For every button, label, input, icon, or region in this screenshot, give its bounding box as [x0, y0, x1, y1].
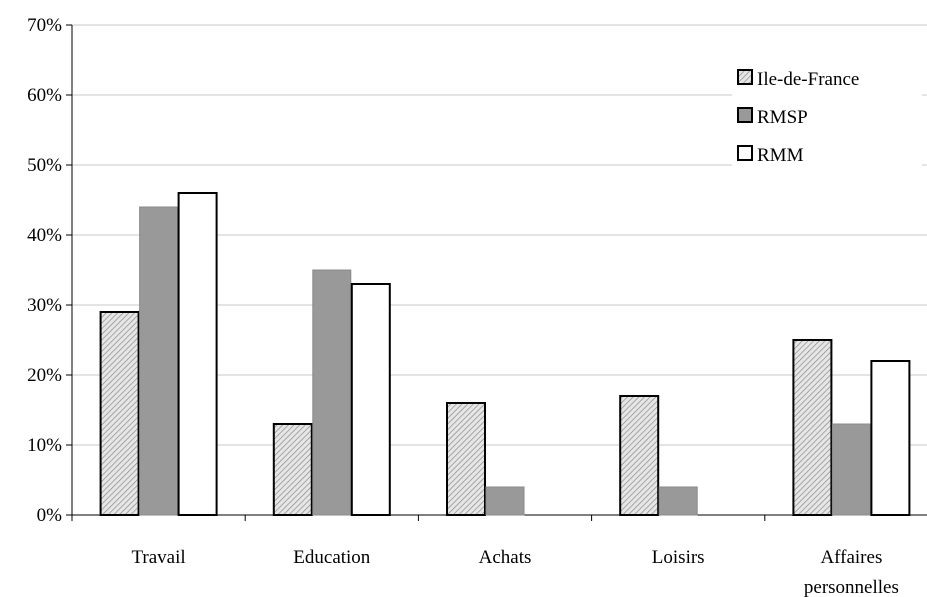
y-tick-label: 50% [27, 155, 62, 176]
legend-label: RMM [757, 145, 804, 166]
legend-swatch [737, 145, 753, 161]
bar-rmm-0 [177, 192, 218, 516]
x-category-label: Affaires personnelles [804, 547, 899, 597]
y-tick-label: 40% [27, 225, 62, 246]
bar-rmsp-4 [831, 423, 871, 516]
y-tick-label: 30% [27, 295, 62, 316]
y-tick-label: 0% [37, 505, 63, 526]
legend-label: RMSP [757, 107, 808, 128]
legend-swatch [737, 107, 753, 123]
legend-background [732, 55, 922, 187]
bar-rmsp-0 [139, 206, 179, 516]
y-tick-label: 60% [27, 85, 62, 106]
bar-ile-de-france-2 [446, 402, 486, 516]
y-tick-label: 10% [27, 435, 62, 456]
bar-ile-de-france-1 [272, 423, 313, 516]
x-category-label: Achats [479, 547, 532, 568]
axis-labels: 0% 10% 20% 30% 40% 50% 60% 70% Travail Education A… [27, 15, 899, 597]
bar-rmsp-1 [312, 269, 352, 516]
x-category-label: Education [293, 547, 371, 568]
bar-ile-de-france-0 [99, 311, 140, 516]
bar-rmm-4 [870, 360, 911, 516]
legend-swatch [737, 69, 753, 85]
bar-rmsp-2 [485, 486, 525, 516]
legend-label: Ile-de-France [757, 69, 859, 90]
bar-rmm-1 [350, 283, 391, 516]
x-category-label: Travail [131, 547, 185, 568]
bar-rmsp-3 [658, 486, 698, 516]
bars [99, 192, 911, 516]
x-category-label: Loisirs [652, 547, 705, 568]
y-tick-label: 20% [27, 365, 62, 386]
y-tick-label: 70% [27, 15, 62, 36]
bar-ile-de-france-4 [792, 339, 833, 516]
bar-ile-de-france-3 [619, 395, 660, 516]
legend: Ile-de-France RMSP RMM [732, 55, 922, 187]
